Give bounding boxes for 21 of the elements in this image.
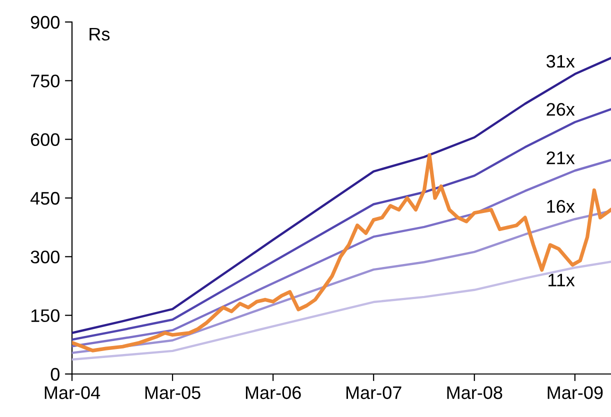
x-tick-label: Mar-09 [548, 386, 603, 400]
x-tick-label: Mar-04 [44, 386, 100, 400]
series-label: 11x [548, 274, 575, 286]
series-label: 31x [546, 54, 575, 68]
y-tick-label: 750 [31, 74, 60, 88]
series-label: 21x [546, 151, 575, 164]
y-tick-label: 900 [30, 16, 60, 29]
y-tick-label: 0 [50, 368, 60, 381]
y-tick-label: 600 [30, 133, 60, 146]
series-label: 16x [547, 200, 575, 213]
series-label: 26x [546, 102, 575, 116]
y-tick-label: 150 [31, 309, 60, 322]
x-tick-label: Mar-06 [246, 386, 301, 400]
line-series [72, 260, 611, 361]
y-tick-label: 450 [30, 192, 60, 205]
x-tick-label: Mar-08 [447, 386, 502, 400]
y-axis-title: Rs [90, 28, 110, 41]
x-tick-label: Mar-05 [145, 386, 200, 400]
x-tick-label: Mar-07 [346, 386, 402, 400]
line-series [72, 56, 611, 334]
y-tick-label: 300 [30, 250, 60, 264]
